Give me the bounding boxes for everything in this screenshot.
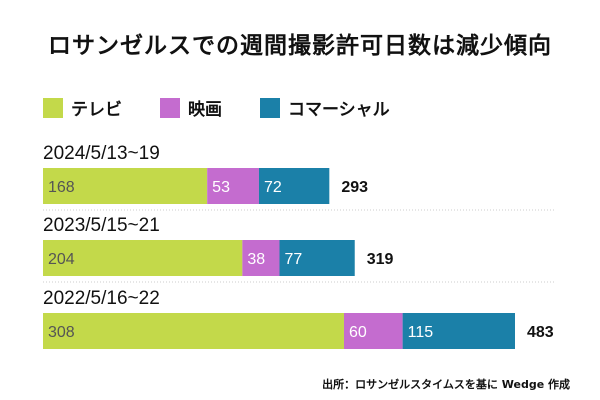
bar-segment bbox=[343, 313, 403, 349]
legend-swatch bbox=[260, 97, 280, 118]
bar-segment bbox=[402, 313, 515, 349]
bar-segment bbox=[43, 313, 344, 349]
data-label: 204 bbox=[48, 251, 75, 268]
legend-item-film: 映画 bbox=[160, 95, 222, 120]
data-label: 308 bbox=[48, 324, 75, 341]
bar-segment bbox=[242, 240, 280, 276]
data-label: 38 bbox=[247, 251, 265, 268]
total-label: 293 bbox=[341, 179, 368, 196]
data-label: 168 bbox=[48, 179, 75, 196]
legend-label: テレビ bbox=[71, 100, 122, 120]
category-label: 2022/5/16~22 bbox=[43, 288, 160, 309]
legend-swatch bbox=[43, 97, 63, 118]
bar-segment bbox=[43, 168, 208, 204]
bar-segment bbox=[43, 240, 243, 276]
data-label: 60 bbox=[349, 324, 367, 341]
chart-title: ロサンゼルスでの週間撮影許可日数は減少傾向 bbox=[48, 33, 552, 59]
legend: テレビ 映画 コマーシャル bbox=[43, 95, 428, 120]
source-note: 出所：ロサンゼルスタイムスを基に Wedge 作成 bbox=[322, 378, 570, 391]
legend-label: コマーシャル bbox=[288, 100, 390, 120]
category-label: 2023/5/15~21 bbox=[43, 215, 160, 236]
legend-swatch bbox=[160, 97, 180, 118]
data-label: 77 bbox=[284, 251, 302, 268]
legend-item-tv: テレビ bbox=[43, 95, 122, 120]
data-label: 53 bbox=[212, 179, 230, 196]
data-label: 115 bbox=[408, 324, 434, 341]
legend-item-commercial: コマーシャル bbox=[260, 95, 390, 120]
total-label: 483 bbox=[527, 324, 554, 341]
legend-label: 映画 bbox=[188, 100, 222, 120]
total-label: 319 bbox=[367, 251, 394, 268]
category-label: 2024/5/13~19 bbox=[43, 143, 160, 164]
bar-segment bbox=[207, 168, 259, 204]
data-label: 72 bbox=[264, 179, 282, 196]
bar-segment bbox=[258, 168, 330, 204]
bar-segment bbox=[279, 240, 355, 276]
